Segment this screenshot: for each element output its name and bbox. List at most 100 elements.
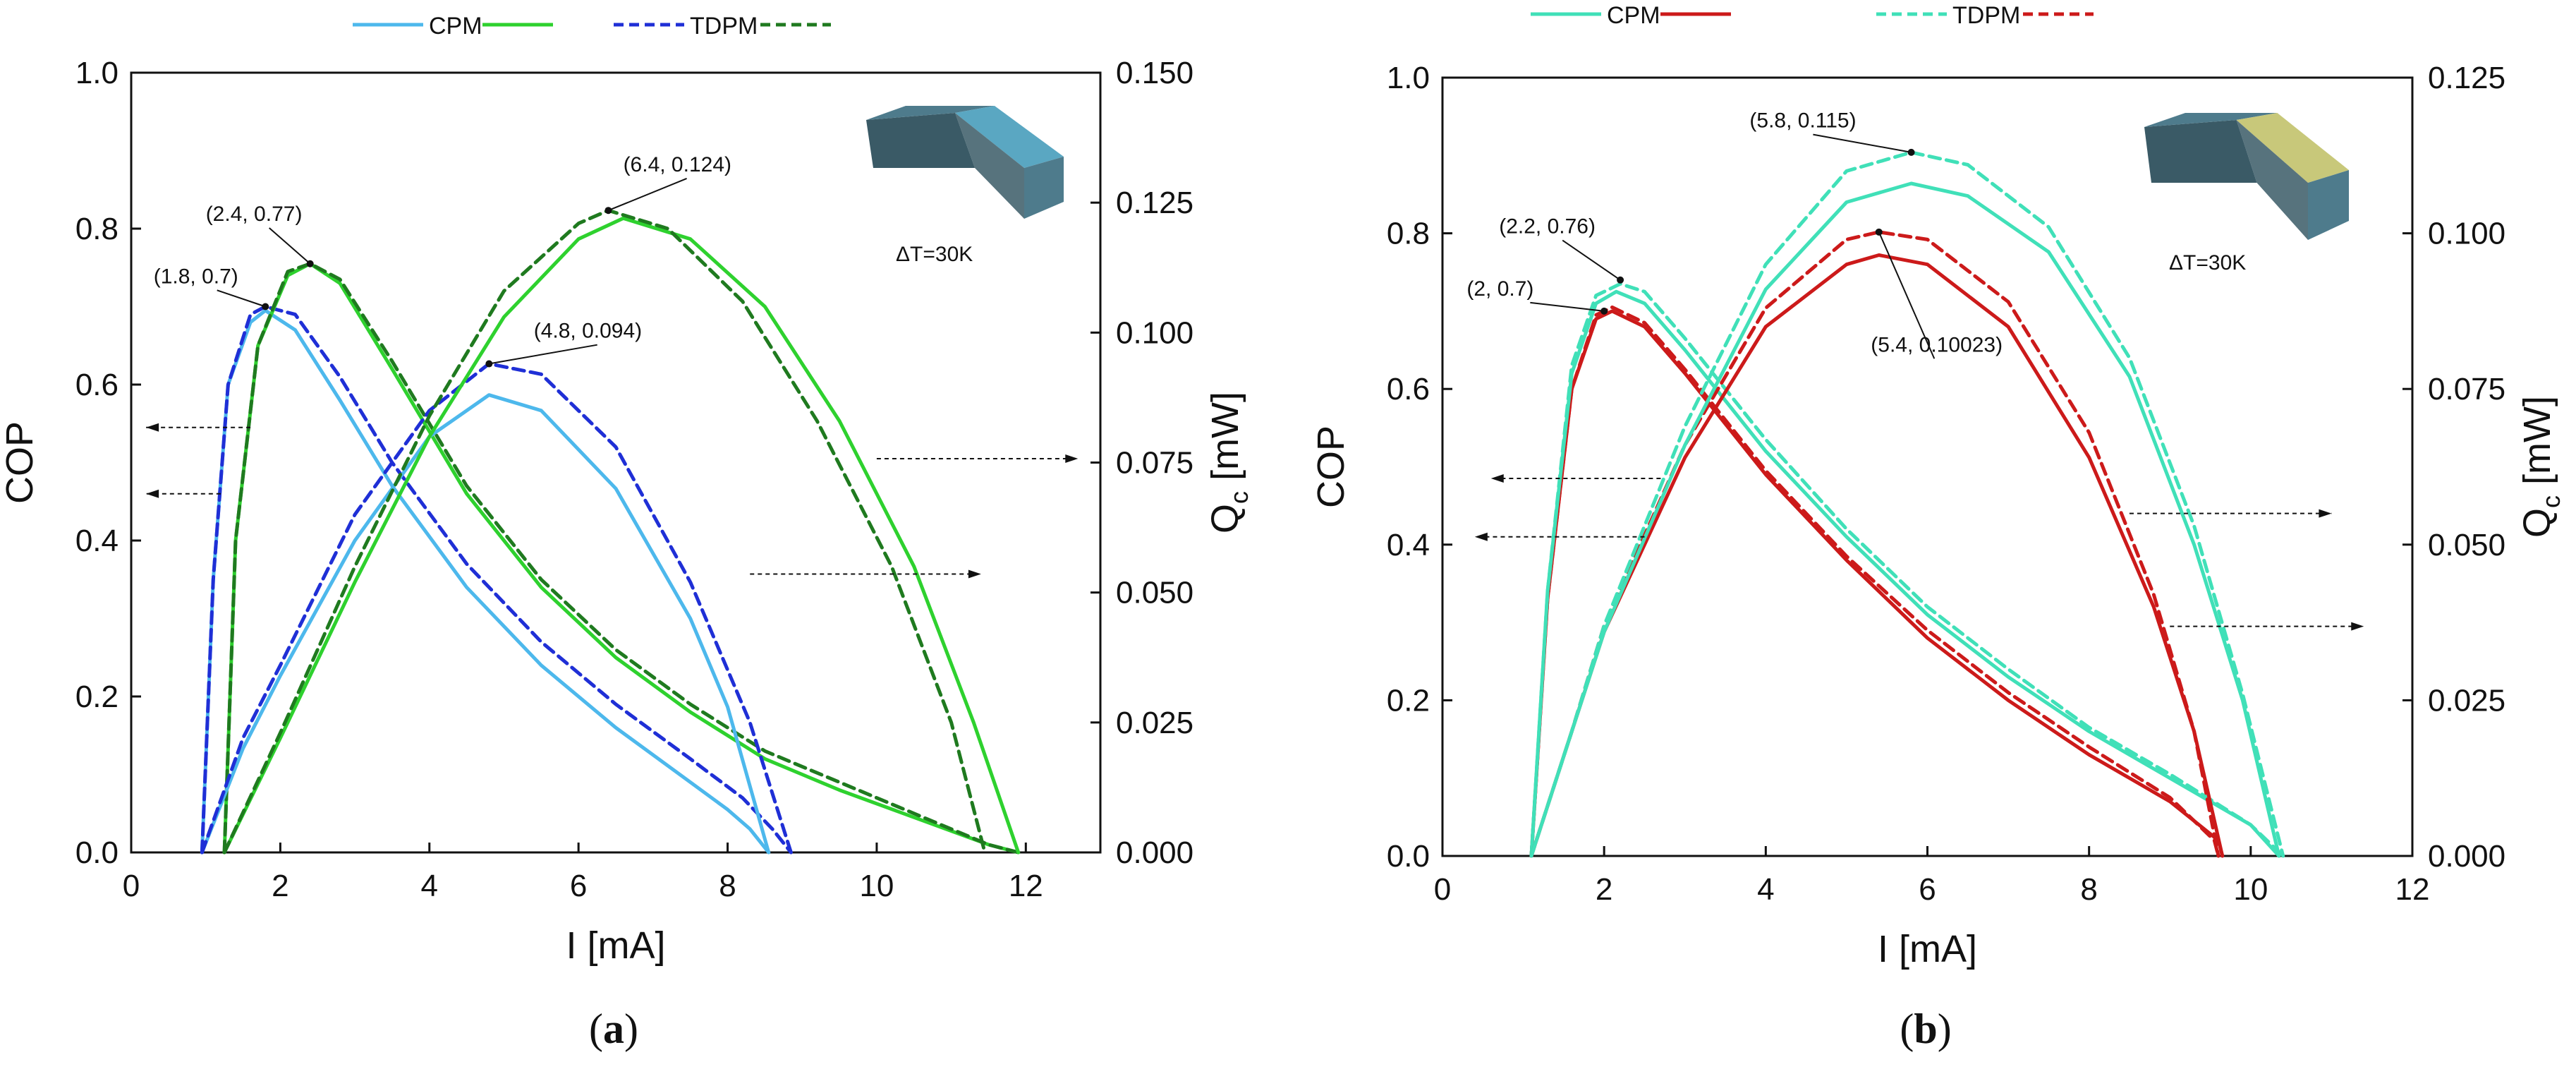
x-tick-label: 0 [1434,872,1451,907]
annotation-point [1617,276,1624,284]
annotation-point [306,260,314,267]
axis-arrow-head [146,423,159,432]
panel-caption: (a) [589,1006,638,1052]
inset-face-top-right [2236,113,2349,183]
x-axis-label: I [mA] [1878,928,1977,970]
y-left-axis-label: COP [1310,426,1352,508]
inset-face-top-right [955,106,1064,168]
annotation-point [1875,228,1883,236]
y-left-tick-label: 1.0 [1387,61,1430,95]
series-cpm-right [222,216,1021,855]
series-tdpm-right [200,362,793,855]
y-right-tick-label: 0.000 [2428,839,2505,874]
series-tdpm-right [222,208,987,855]
annotation-label: (1.8, 0.7) [154,265,238,288]
legend-label: TDPM [1952,2,2020,29]
y-right-tick-label: 0.025 [2428,683,2505,718]
annotation-label: (2, 0.7) [1466,277,1533,301]
annotation-label: (2.2, 0.76) [1499,215,1596,239]
legend-label: CPM [429,13,482,40]
axis-arrow-head [2351,622,2364,631]
panel-caption: (b) [1900,1006,1951,1052]
x-tick-label: 4 [421,869,438,903]
series-cpm-right [200,393,771,855]
y-left-tick-label: 0.0 [75,835,119,870]
annotation-leader [608,178,687,212]
y-right-tick-label: 0.100 [1116,315,1193,350]
y-right-tick-label: 0.000 [1116,835,1193,870]
annotation-label: (4.8, 0.094) [534,320,642,343]
axis-arrow-head [146,489,159,498]
annotation-leader [489,344,597,365]
x-tick-label: 4 [1757,872,1774,907]
y-right-tick-label: 0.050 [1116,576,1193,610]
annotation-label: (2.4, 0.77) [206,203,303,226]
annotation-point [604,207,612,215]
inset-face-left [2144,120,2257,183]
series-cpm-right [1529,181,2281,858]
x-tick-label: 10 [2233,872,2268,907]
y-right-tick-label: 0.050 [2428,528,2505,562]
y-left-tick-label: 0.4 [1387,528,1430,562]
y-right-tick-label: 0.025 [1116,706,1193,740]
y-left-tick-label: 0.2 [1387,683,1430,718]
y-left-tick-label: 0.6 [75,368,119,402]
y-left-tick-label: 0.2 [75,680,119,714]
y-right-tick-label: 0.100 [2428,217,2505,251]
annotation-leader [1562,239,1621,281]
y-left-axis-label: COP [0,421,41,504]
x-tick-label: 0 [123,869,140,903]
y-right-tick-label: 0.150 [1116,56,1193,90]
axis-arrow-head [1490,474,1504,483]
legend-label: CPM [1607,2,1660,29]
annotation-leader [1530,301,1605,312]
annotation-point [262,303,269,310]
annotation-leader [217,289,266,308]
inset-face-front [2236,120,2308,240]
y-right-tick-label: 0.125 [2428,61,2505,95]
y-left-tick-label: 0.0 [1387,839,1430,874]
y-left-tick-label: 0.4 [75,524,119,558]
inset-face-left [866,113,975,168]
series-cpm-left [1529,289,2281,858]
series-tdpm-left [200,305,793,855]
x-tick-label: 10 [859,869,894,903]
y-right-tick-label: 0.125 [1116,186,1193,220]
x-tick-label: 2 [1596,872,1612,907]
chart-panel-a: 0 2 4 6 8 10 12 0.0 0.2 0.4 0.6 0.8 1.0 0.000 0.025 0.0… [0,13,1253,1052]
series-tdpm-left [1529,305,2220,858]
annotation-point [1600,307,1608,315]
y-left-tick-label: 1.0 [75,56,119,90]
inset-face-end [1024,157,1064,219]
series-tdpm-left [222,262,1021,855]
axis-arrow-head [1065,454,1079,463]
x-tick-label: 2 [272,869,288,903]
plot-frame [1441,76,2414,857]
series-tdpm-right [1529,230,2220,858]
annotation-leader [1878,231,1936,359]
y-left-tick-label: 0.8 [75,212,119,246]
axis-arrow-head [1474,532,1488,541]
annotation-point [1907,148,1915,156]
annotation-leader [269,227,311,265]
x-tick-label: 6 [1919,872,1936,907]
inset-face-front [955,113,1024,219]
inset-face-end [2308,170,2349,240]
inset-face-top [2144,113,2278,127]
inset-face-top [866,106,995,120]
y-right-axis-label: Qc [mW] [1204,392,1253,533]
y-left-tick-label: 0.6 [1387,372,1430,406]
x-tick-label: 12 [1009,869,1043,903]
y-right-tick-label: 0.075 [1116,446,1193,481]
y-right-tick-label: 0.075 [2428,372,2505,406]
device-inset-illustration [866,106,1064,219]
axis-arrow-head [968,569,981,579]
series-cpm-left [1529,309,2225,858]
inset-delta-t-label: ΔT=30K [896,243,973,266]
inset-delta-t-label: ΔT=30K [2169,251,2246,274]
y-right-axis-label: Qc [mW] [2516,396,2565,538]
series-tdpm-left [1529,282,2285,858]
annotation-label: (6.4, 0.124) [624,153,731,176]
legend-label: TDPM [690,13,758,40]
